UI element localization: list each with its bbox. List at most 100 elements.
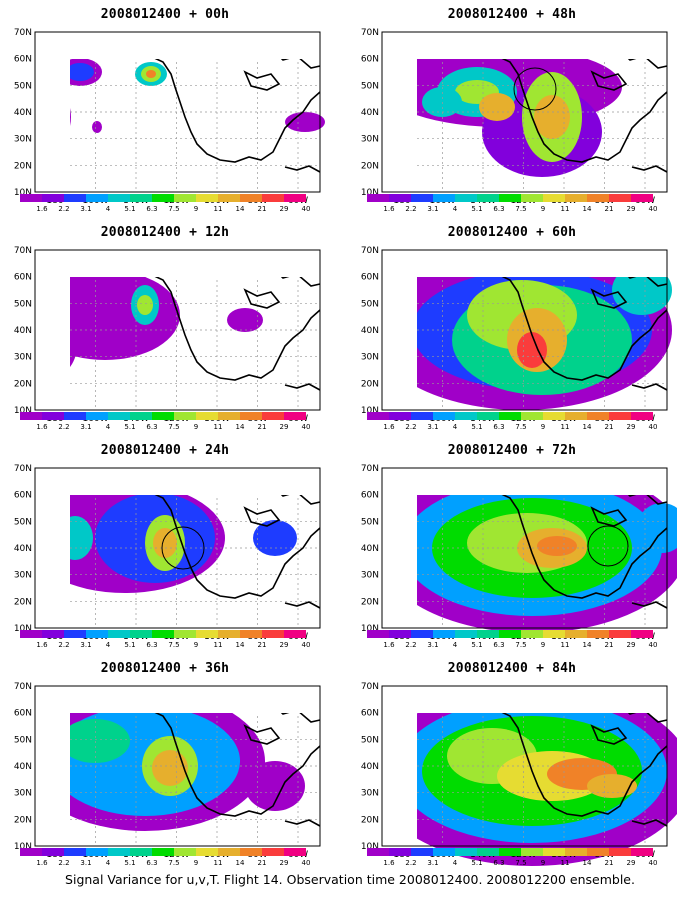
- latitude-label: 30N: [361, 789, 379, 799]
- colorbar-label: 1.6: [36, 205, 48, 213]
- colorbar-label: 1.6: [383, 205, 395, 213]
- colorbar-label: 3.1: [80, 423, 91, 431]
- latitude-label: 20N: [14, 815, 32, 825]
- colorbar-label: 11: [214, 423, 223, 431]
- colorbar-label: 1.6: [383, 641, 395, 649]
- colorbar-label: 3.1: [80, 205, 91, 213]
- colorbar-label: 4: [453, 641, 458, 649]
- coastline: [631, 383, 668, 391]
- colorbar-swatch: [543, 412, 565, 420]
- colorbar-label: 29: [627, 423, 636, 431]
- colorbar-label: 4: [453, 859, 458, 867]
- colorbar-label: 7.5: [515, 205, 526, 213]
- map-frame: [34, 467, 321, 629]
- colorbar-swatch: [587, 412, 609, 420]
- coastline: [280, 59, 321, 69]
- latitude-label: 50N: [14, 299, 32, 309]
- colorbar-swatch: [108, 848, 130, 856]
- map-panel: 2008012400 + 72h10N20N30N40N50N60N70N180…: [347, 441, 677, 656]
- colorbar-label: 6.3: [493, 423, 504, 431]
- colorbar-label: 7.5: [515, 859, 526, 867]
- colorbar-swatch: [609, 848, 631, 856]
- colorbar-label: 11: [214, 641, 223, 649]
- map-frame: [34, 685, 321, 847]
- latitude-label: 20N: [361, 379, 379, 389]
- colorbar-label: 7.5: [168, 205, 179, 213]
- latitude-label: 30N: [14, 353, 32, 363]
- colorbar-label: 29: [280, 859, 289, 867]
- colorbar-swatch: [499, 194, 521, 202]
- map-panel: 2008012400 + 24h10N20N30N40N50N60N70N180…: [0, 441, 330, 656]
- colorbar-label: 21: [258, 205, 267, 213]
- colorbar-swatch: [609, 194, 631, 202]
- latitude-label: 50N: [14, 81, 32, 91]
- coastline: [627, 277, 668, 287]
- colorbar-label: 6.3: [146, 205, 157, 213]
- colorbar-label: 3.1: [80, 641, 91, 649]
- coastline: [631, 819, 668, 827]
- colorbar-label: 3.1: [427, 859, 438, 867]
- colorbar-swatch: [284, 412, 306, 420]
- colorbar-swatch: [42, 412, 64, 420]
- coastline: [590, 288, 628, 309]
- colorbar-swatch: [196, 630, 218, 638]
- colorbar-swatch: [86, 194, 108, 202]
- observation-circle: [587, 525, 629, 567]
- colorbar-label: 29: [280, 205, 289, 213]
- variance-contour: [92, 121, 102, 133]
- map-panel: 2008012400 + 60h10N20N30N40N50N60N70N180…: [347, 223, 677, 438]
- colorbar-swatch: [389, 630, 411, 638]
- coastline: [631, 165, 668, 173]
- colorbar-label: 1.6: [383, 423, 395, 431]
- colorbar-swatch: [455, 194, 477, 202]
- latitude-label: 40N: [14, 762, 32, 772]
- map-panel: 2008012400 + 00h10N20N30N40N50N60N70N180…: [0, 5, 330, 220]
- colorbar-label: 40: [649, 641, 658, 649]
- colorbar-label: 1.6: [383, 859, 395, 867]
- coastline: [501, 277, 668, 381]
- colorbar-swatch: [108, 630, 130, 638]
- colorbar-swatch: [42, 194, 64, 202]
- colorbar-swatch: [389, 412, 411, 420]
- colorbar-label: 29: [627, 205, 636, 213]
- coastline: [243, 506, 281, 527]
- colorbar-label: 40: [649, 205, 658, 213]
- colorbar-swatch: [64, 630, 86, 638]
- colorbar-label: 21: [258, 423, 267, 431]
- colorbar-swatch: [86, 848, 108, 856]
- colorbar-swatch: [152, 848, 174, 856]
- latitude-label: 70N: [14, 246, 32, 256]
- variance-map: 10N20N30N40N50N60N70N180160W140W120W100W…: [361, 28, 668, 213]
- colorbar-label: 14: [583, 641, 592, 649]
- variance-contour: [70, 63, 94, 81]
- colorbar-swatch: [631, 194, 653, 202]
- latitude-label: 20N: [361, 815, 379, 825]
- colorbar-label: 11: [561, 859, 570, 867]
- colorbar-swatch: [433, 412, 455, 420]
- latitude-label: 60N: [14, 709, 32, 719]
- panel-title: 2008012400 + 36h: [100, 661, 230, 676]
- variance-contour: [70, 277, 180, 360]
- colorbar-swatch: [42, 630, 64, 638]
- colorbar-swatch: [367, 412, 389, 420]
- colorbar-swatch: [64, 848, 86, 856]
- latitude-label: 10N: [361, 188, 379, 198]
- coastline: [590, 70, 628, 91]
- map-panel: 2008012400 + 84h10N20N30N40N50N60N70N180…: [347, 659, 677, 874]
- variance-contour: [253, 520, 297, 556]
- colorbar-swatch: [477, 194, 499, 202]
- colorbar-label: 40: [649, 423, 658, 431]
- colorbar-swatch: [218, 194, 240, 202]
- colorbar-swatch: [42, 848, 64, 856]
- latitude-label: 60N: [14, 273, 32, 283]
- colorbar-label: 29: [627, 641, 636, 649]
- colorbar-label: 3.1: [427, 641, 438, 649]
- colorbar-swatch: [20, 630, 42, 638]
- coastline: [284, 383, 321, 391]
- variance-contour: [422, 87, 462, 117]
- map-frame: [34, 31, 321, 193]
- latitude-label: 20N: [14, 161, 32, 171]
- coastline: [501, 59, 668, 163]
- coastline: [154, 713, 321, 817]
- coastline: [154, 495, 321, 599]
